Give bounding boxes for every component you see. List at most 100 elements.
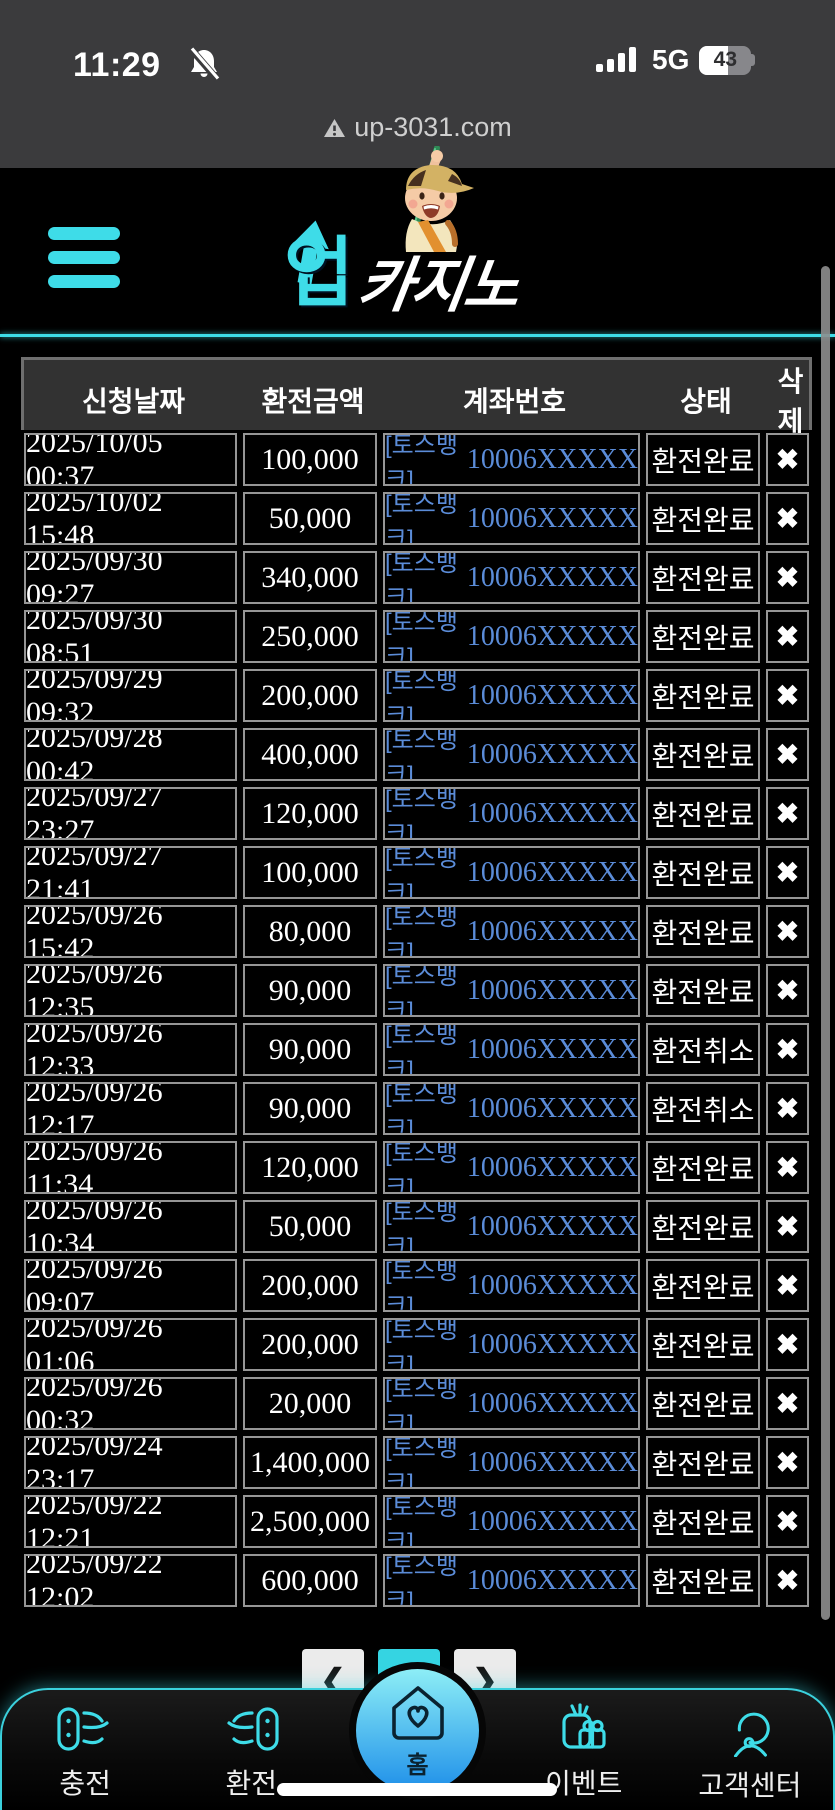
delete-button[interactable]: ✖ xyxy=(766,433,809,486)
cell-status: 환전완료 xyxy=(646,787,760,840)
col-header-account: 계좌번호 xyxy=(462,386,567,417)
account-link[interactable]: [토스뱅크] 10006XXXXX xyxy=(383,1436,640,1489)
delete-button[interactable]: ✖ xyxy=(766,787,809,840)
home-heart-icon xyxy=(391,1685,444,1740)
cell-request-date: 2025/09/26 11:34 xyxy=(24,1141,237,1194)
table-row: 2025/09/29 09:32 200,000 [토스뱅크] 10006XXXX… xyxy=(21,666,812,725)
cell-status: 환전완료 xyxy=(646,1259,760,1312)
delete-button[interactable]: ✖ xyxy=(766,669,809,722)
account-link[interactable]: [토스뱅크] 10006XXXXX xyxy=(383,551,640,604)
cell-status: 환전완료 xyxy=(646,610,760,663)
account-number: 10006XXXXX xyxy=(466,974,638,1006)
cell-request-date: 2025/09/26 10:34 xyxy=(24,1200,237,1253)
account-link[interactable]: [토스뱅크] 10006XXXXX xyxy=(383,492,640,545)
table-row: 2025/09/30 08:51 250,000 [토스뱅크] 10006XXXX… xyxy=(21,607,812,666)
delete-button[interactable]: ✖ xyxy=(766,905,809,958)
bank-name: [토스뱅크] xyxy=(385,551,458,604)
delete-icon: ✖ xyxy=(775,1446,800,1478)
delete-button[interactable]: ✖ xyxy=(766,1023,809,1076)
account-link[interactable]: [토스뱅크] 10006XXXXX xyxy=(383,1495,640,1548)
cell-request-date: 2025/09/24 23:17 xyxy=(24,1436,237,1489)
url-domain: up-3031.com xyxy=(354,112,512,142)
account-link[interactable]: [토스뱅크] 10006XXXXX xyxy=(383,610,640,663)
delete-button[interactable]: ✖ xyxy=(766,1495,809,1548)
delete-button[interactable]: ✖ xyxy=(766,551,809,604)
home-indicator[interactable] xyxy=(277,1783,557,1796)
site-logo[interactable]: 업 카지노 xyxy=(282,146,542,319)
nav-item-event[interactable]: 이벤트 xyxy=(501,1690,667,1810)
account-link[interactable]: [토스뱅크] 10006XXXXX xyxy=(383,964,640,1017)
account-link[interactable]: [토스뱅크] 10006XXXXX xyxy=(383,1377,640,1430)
delete-button[interactable]: ✖ xyxy=(766,1377,809,1430)
delete-icon: ✖ xyxy=(775,1151,800,1183)
nav-item-support[interactable]: 고객센터 xyxy=(667,1690,833,1810)
account-number: 10006XXXXX xyxy=(466,738,638,770)
delete-button[interactable]: ✖ xyxy=(766,1141,809,1194)
account-link[interactable]: [토스뱅크] 10006XXXXX xyxy=(383,1200,640,1253)
cell-amount: 120,000 xyxy=(243,1141,377,1194)
cell-request-date: 2025/09/26 12:33 xyxy=(24,1023,237,1076)
account-link[interactable]: [토스뱅크] 10006XXXXX xyxy=(383,787,640,840)
nav-item-exchange[interactable]: 환전 xyxy=(168,1690,334,1810)
account-number: 10006XXXXX xyxy=(466,1505,638,1537)
delete-button[interactable]: ✖ xyxy=(766,610,809,663)
account-link[interactable]: [토스뱅크] 10006XXXXX xyxy=(383,1554,640,1607)
delete-button[interactable]: ✖ xyxy=(766,1554,809,1607)
delete-button[interactable]: ✖ xyxy=(766,846,809,899)
cell-status: 환전완료 xyxy=(646,1436,760,1489)
bank-name: [토스뱅크] xyxy=(385,1436,458,1489)
cell-request-date: 2025/09/27 21:41 xyxy=(24,846,237,899)
col-header-date: 신청날짜 xyxy=(81,386,186,417)
account-link[interactable]: [토스뱅크] 10006XXXXX xyxy=(383,1259,640,1312)
table-row: 2025/09/22 12:21 2,500,000 [토스뱅크] 10006XX… xyxy=(21,1492,812,1551)
cell-amount: 200,000 xyxy=(243,669,377,722)
table-header-row: 신청날짜 환전금액 계좌번호 상태 삭제 xyxy=(21,357,812,437)
account-link[interactable]: [토스뱅크] 10006XXXXX xyxy=(383,433,640,486)
delete-button[interactable]: ✖ xyxy=(766,1318,809,1371)
delete-icon: ✖ xyxy=(775,679,800,711)
delete-icon: ✖ xyxy=(775,1505,800,1537)
account-link[interactable]: [토스뱅크] 10006XXXXX xyxy=(383,846,640,899)
table-row: 2025/09/24 23:17 1,400,000 [토스뱅크] 10006XX… xyxy=(21,1433,812,1492)
account-number: 10006XXXXX xyxy=(466,1269,638,1301)
account-link[interactable]: [토스뱅크] 10006XXXXX xyxy=(383,905,640,958)
account-link[interactable]: [토스뱅크] 10006XXXXX xyxy=(383,1318,640,1371)
cell-status: 환전완료 xyxy=(646,669,760,722)
bank-name: [토스뱅크] xyxy=(385,1259,458,1312)
address-bar[interactable]: up-3031.com xyxy=(0,112,835,143)
cell-status: 환전완료 xyxy=(646,1554,760,1607)
account-link[interactable]: [토스뱅크] 10006XXXXX xyxy=(383,1141,640,1194)
cell-request-date: 2025/10/02 15:48 xyxy=(24,492,237,545)
nav-item-deposit[interactable]: 충전 xyxy=(2,1690,168,1810)
scrollbar-thumb[interactable] xyxy=(821,266,830,1620)
account-link[interactable]: [토스뱅크] 10006XXXXX xyxy=(383,1023,640,1076)
bank-name: [토스뱅크] xyxy=(385,1082,458,1135)
cell-amount: 120,000 xyxy=(243,787,377,840)
cell-status: 환전완료 xyxy=(646,846,760,899)
account-number: 10006XXXXX xyxy=(466,856,638,888)
cell-amount: 200,000 xyxy=(243,1259,377,1312)
col-header-amount: 환전금액 xyxy=(261,386,365,417)
delete-button[interactable]: ✖ xyxy=(766,728,809,781)
nav-item-home[interactable]: 홈 xyxy=(349,1662,486,1799)
menu-button[interactable] xyxy=(48,227,120,288)
account-number: 10006XXXXX xyxy=(466,1564,638,1596)
delete-button[interactable]: ✖ xyxy=(766,1436,809,1489)
table-row: 2025/09/26 01:06 200,000 [토스뱅크] 10006XXXX… xyxy=(21,1315,812,1374)
delete-button[interactable]: ✖ xyxy=(766,1259,809,1312)
account-number: 10006XXXXX xyxy=(466,1446,638,1478)
delete-button[interactable]: ✖ xyxy=(766,1200,809,1253)
cell-request-date: 2025/10/05 00:37 xyxy=(24,433,237,486)
account-link[interactable]: [토스뱅크] 10006XXXXX xyxy=(383,728,640,781)
cell-status: 환전완료 xyxy=(646,1495,760,1548)
delete-button[interactable]: ✖ xyxy=(766,964,809,1017)
cell-status: 환전완료 xyxy=(646,1200,760,1253)
delete-button[interactable]: ✖ xyxy=(766,492,809,545)
account-link[interactable]: [토스뱅크] 10006XXXXX xyxy=(383,1082,640,1135)
table-row: 2025/09/26 12:17 90,000 [토스뱅크] 10006XXXXX… xyxy=(21,1079,812,1138)
table-row: 2025/09/26 09:07 200,000 [토스뱅크] 10006XXXX… xyxy=(21,1256,812,1315)
account-number: 10006XXXXX xyxy=(466,1328,638,1360)
delete-button[interactable]: ✖ xyxy=(766,1082,809,1135)
account-link[interactable]: [토스뱅크] 10006XXXXX xyxy=(383,669,640,722)
